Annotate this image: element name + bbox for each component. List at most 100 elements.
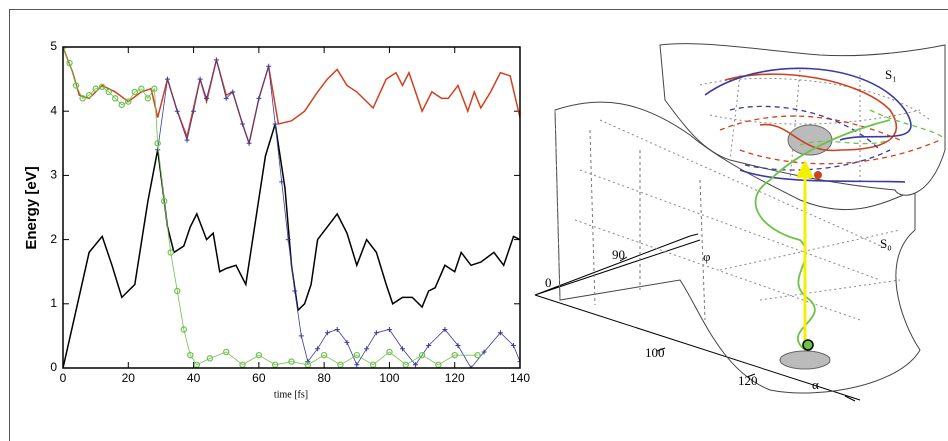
x-tick-label: 80 — [317, 371, 331, 385]
marker — [426, 343, 432, 349]
marker — [191, 108, 197, 114]
diagram-label: α — [812, 377, 819, 392]
marker — [79, 95, 86, 102]
trajectory — [704, 67, 912, 183]
y-tick-label: 5 — [50, 39, 57, 53]
x-axis-label: time [fs] — [274, 389, 308, 400]
marker — [510, 343, 516, 349]
marker — [474, 351, 481, 359]
marker — [184, 137, 190, 143]
y-axis-label: Energy [eV] — [23, 166, 40, 249]
s0-region — [779, 350, 831, 370]
marker — [320, 351, 328, 359]
start-point — [802, 339, 814, 351]
marker — [481, 349, 487, 355]
x-tick-label: 100 — [379, 371, 399, 385]
series-line — [157, 59, 520, 368]
marker — [112, 95, 119, 102]
x-tick-label: 120 — [445, 371, 465, 385]
marker — [155, 147, 161, 153]
marker — [373, 330, 379, 336]
marker — [344, 339, 350, 345]
marker — [455, 343, 461, 349]
marker — [118, 101, 125, 108]
marker — [386, 326, 392, 332]
marker — [399, 346, 405, 352]
marker — [255, 351, 263, 359]
marker — [272, 121, 278, 127]
marker — [292, 288, 298, 294]
marker — [204, 95, 210, 101]
marker — [364, 346, 370, 352]
diagram-label: 0 — [545, 275, 552, 290]
s0-grid — [574, 119, 901, 321]
x-tick-label: 20 — [122, 371, 136, 385]
y-tick-label: 4 — [50, 103, 57, 117]
marker — [223, 95, 229, 101]
marker — [517, 359, 520, 365]
marker — [174, 287, 181, 295]
marker — [288, 358, 295, 365]
x-tick-label: 40 — [187, 371, 201, 385]
marker — [353, 351, 360, 359]
marker — [442, 326, 448, 332]
marker — [334, 326, 340, 332]
marker — [92, 85, 99, 92]
series-line — [63, 123, 520, 368]
axis-ticks — [619, 233, 856, 402]
frame — [9, 9, 948, 441]
marker — [197, 76, 203, 82]
marker — [144, 95, 152, 102]
marker — [98, 83, 106, 91]
marker — [164, 76, 170, 82]
marker — [354, 362, 360, 368]
marker — [85, 91, 93, 99]
marker — [174, 108, 180, 114]
s0-surface — [554, 101, 921, 394]
marker — [213, 57, 219, 63]
y-tick-label: 0 — [50, 360, 57, 374]
marker — [279, 179, 285, 185]
marker — [386, 348, 393, 356]
marker — [298, 333, 304, 339]
marker — [315, 346, 321, 352]
trajectory — [719, 115, 941, 165]
series-line — [63, 47, 478, 366]
marker — [246, 140, 252, 146]
marker — [285, 237, 291, 243]
marker — [187, 351, 194, 359]
marker — [468, 365, 474, 368]
x-tick-label: 140 — [510, 371, 530, 385]
diagram-label: S₀ — [880, 236, 892, 251]
marker — [105, 88, 112, 96]
marker — [160, 197, 168, 205]
series-line — [63, 47, 520, 147]
marker — [167, 249, 174, 256]
x-tick-label: 0 — [60, 371, 67, 385]
plot-frame — [62, 46, 521, 369]
plot — [63, 47, 520, 368]
diagram-label: φ — [703, 249, 711, 264]
marker — [138, 85, 145, 92]
axes — [534, 235, 861, 401]
marker — [497, 330, 503, 336]
diagram-label: 100 — [645, 345, 665, 360]
arrow-head — [796, 160, 814, 178]
diagram-label: S₁ — [885, 67, 897, 82]
y-tick-label: 2 — [50, 232, 57, 246]
diagram-label: 90 — [612, 247, 625, 262]
marker — [223, 348, 230, 356]
marker — [131, 88, 139, 96]
marker — [230, 89, 236, 95]
trajectory — [729, 105, 891, 171]
marker — [451, 351, 458, 359]
marker — [240, 121, 246, 127]
trajectory — [799, 109, 946, 146]
y-tick-label: 1 — [50, 296, 57, 310]
marker — [418, 351, 426, 359]
marker — [66, 59, 73, 67]
diagram — [534, 43, 946, 402]
marker — [324, 330, 330, 336]
marker — [256, 95, 262, 101]
